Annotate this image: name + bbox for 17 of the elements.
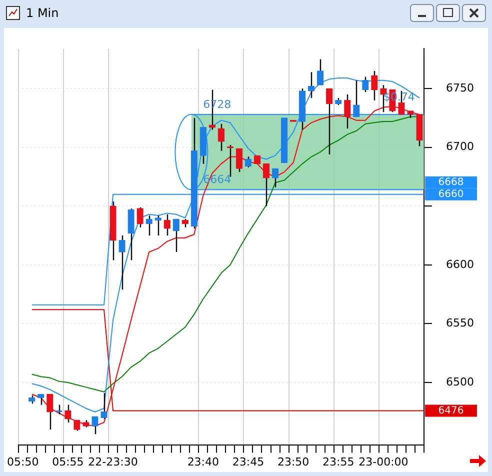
x-tick-label: 05:50: [7, 455, 39, 468]
text: 6476: [438, 405, 464, 416]
x-tick-label: 23:40: [187, 455, 220, 468]
x-tick-label: 23-00:00: [358, 455, 408, 468]
y-tick-label: 6550: [446, 316, 474, 330]
y-tick-label: 6500: [446, 375, 474, 388]
x-tick-label: 05:55: [52, 455, 84, 468]
x-tick-label: 22-23:30: [88, 455, 138, 468]
x-tick-label: 23:45: [232, 455, 264, 468]
chart-title: 1 Min: [26, 6, 59, 20]
text: 6668: [438, 176, 464, 188]
text: 6660: [438, 188, 464, 200]
x-tick-label: 23:55: [322, 455, 354, 468]
x-tick-label: 23:50: [277, 455, 310, 468]
y-tick-label: 6600: [446, 258, 474, 271]
y-tick-label: 6750: [446, 81, 474, 94]
y-tick-label: 6700: [446, 140, 474, 154]
